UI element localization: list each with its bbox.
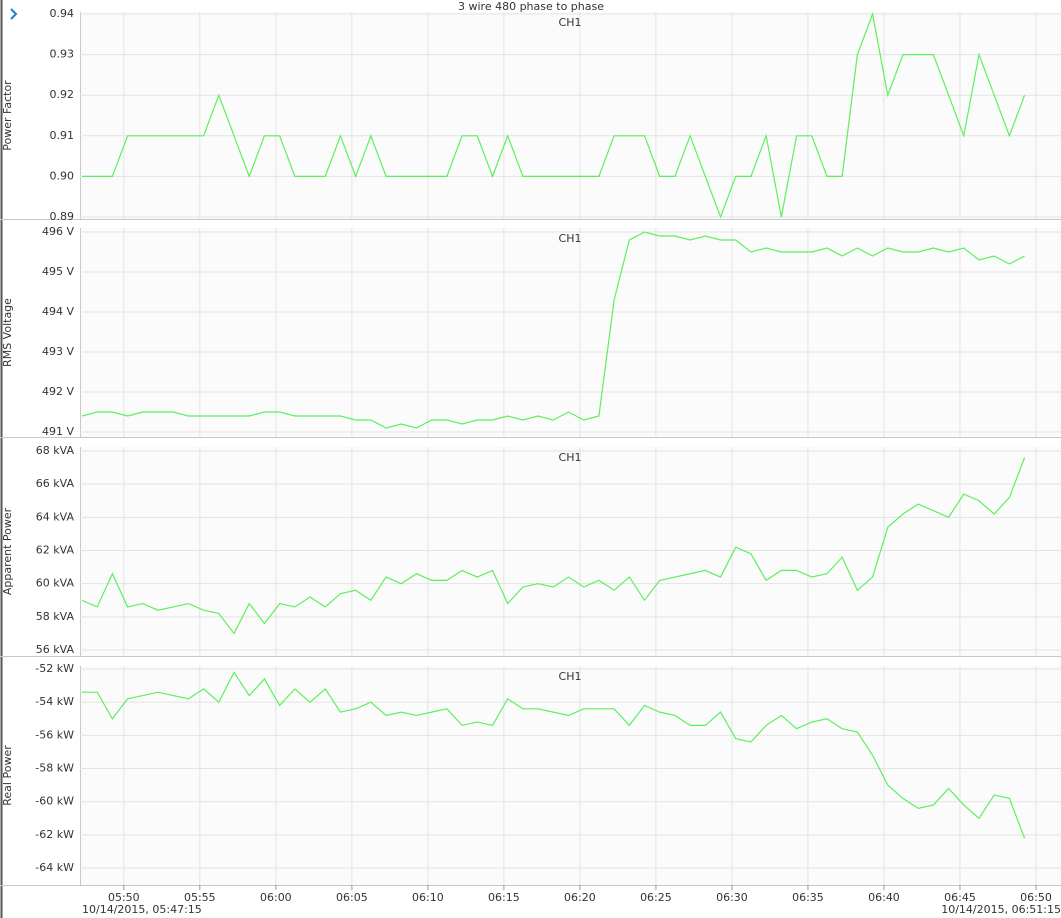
y-tick-label: 493 V [42,345,74,358]
x-range-end: 10/14/2015, 06:51:15 [941,903,1061,916]
legend-entry: CH1 [559,232,582,245]
expand-chevron[interactable] [10,8,18,20]
legend-entry: CH1 [559,16,582,29]
data-line [81,231,1025,429]
legend-entry: CH1 [559,451,582,464]
y-tick-label: 496 V [42,225,74,238]
y-tick-label: 66 kVA [36,477,75,490]
y-tick-label: 492 V [42,385,74,398]
y-tick-label: -54 kW [35,695,74,708]
x-tick-label: 06:10 [412,891,444,904]
y-tick-label: 0.91 [50,129,75,142]
x-range-start: 10/14/2015, 05:47:15 [82,903,202,916]
x-tick-label: 06:50 [1020,891,1052,904]
y-tick-label: 68 kVA [36,444,75,457]
y-axis-label: Real Power [1,745,14,806]
x-tick-label: 06:20 [564,891,596,904]
y-tick-label: 495 V [42,265,74,278]
y-tick-label: 0.94 [50,7,75,20]
y-tick-label: 62 kVA [36,544,75,557]
legend-entry: CH1 [559,670,582,683]
chart-title: 3 wire 480 phase to phase [458,0,604,13]
plot-area [80,228,1061,437]
y-axis-label: Apparent Power [1,507,14,595]
data-line [81,457,1026,635]
x-tick-label: 05:50 [108,891,140,904]
y-tick-label: -62 kW [35,828,74,841]
y-tick-label: 0.92 [50,88,75,101]
y-axis-label: Power Factor [1,80,14,151]
y-tick-label: -60 kW [35,795,74,808]
x-tick-label: 06:00 [260,891,292,904]
x-tick-label: 06:25 [640,891,672,904]
y-tick-label: -56 kW [35,728,74,741]
y-tick-label: 58 kVA [36,610,75,623]
x-tick-label: 05:55 [184,891,216,904]
y-tick-label: -64 kW [35,861,74,874]
y-tick-label: 56 kVA [36,643,75,656]
x-tick-label: 06:40 [868,891,900,904]
x-tick-label: 06:30 [716,891,748,904]
y-tick-label: -58 kW [35,762,74,775]
y-tick-label: 491 V [42,425,74,438]
x-tick-label: 06:35 [792,891,824,904]
y-tick-label: 0.90 [50,169,75,182]
y-axis-label: RMS Voltage [1,298,14,367]
plot-area [80,447,1061,656]
x-tick-label: 06:15 [488,891,520,904]
y-tick-label: 0.89 [50,210,75,223]
y-tick-label: -52 kW [35,662,74,675]
x-tick-label: 06:45 [944,891,976,904]
y-tick-label: 64 kVA [36,510,75,523]
x-tick-label: 06:05 [336,891,368,904]
data-line [82,11,1026,219]
plot-area [80,666,1061,885]
plot-area [80,12,1061,219]
y-tick-label: 494 V [42,305,74,318]
data-line [82,671,1026,839]
y-tick-label: 0.93 [50,48,75,61]
y-tick-label: 60 kVA [36,577,75,590]
